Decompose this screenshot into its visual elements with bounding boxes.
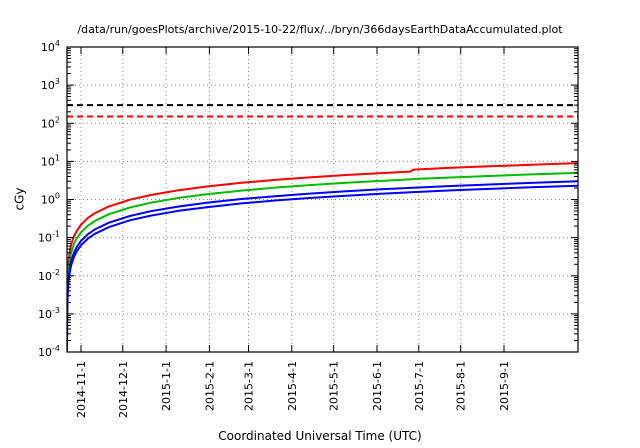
x-tick-label: 2015-5-1 xyxy=(328,361,341,411)
y-tick-label: 104 xyxy=(41,39,60,54)
x-tick-label: 2015-4-1 xyxy=(286,361,299,411)
x-tick-label: 2015-2-1 xyxy=(203,361,216,411)
curve-accumulated-green xyxy=(67,171,578,352)
grid xyxy=(67,47,578,352)
y-tick-label: 10-3 xyxy=(38,306,60,321)
y-axis-label: cGy xyxy=(12,187,27,211)
x-tick-label: 2015-1-1 xyxy=(160,361,173,411)
chart-title: /data/run/goesPlots/archive/2015-10-22/f… xyxy=(77,23,563,36)
threshold-lines xyxy=(67,104,578,118)
x-tick-label: 2015-3-1 xyxy=(243,361,256,411)
y-tick-label: 101 xyxy=(41,153,60,168)
y-tick-label: 10-2 xyxy=(38,268,60,283)
tick-marks xyxy=(67,46,578,353)
x-tick-labels: 2014-11-1 2014-12-1 2015-1-1 2015-2-1 2015-3… xyxy=(75,361,511,418)
x-tick-label: 2014-11-1 xyxy=(75,361,88,418)
x-axis-label: Coordinated Universal Time (UTC) xyxy=(218,429,422,443)
x-tick-label: 2015-9-1 xyxy=(498,361,511,411)
y-tick-label: 100 xyxy=(41,192,60,207)
y-tick-label: 10-4 xyxy=(38,344,60,359)
curves xyxy=(67,162,578,352)
x-tick-label: 2015-6-1 xyxy=(371,361,384,411)
x-tick-label: 2014-12-1 xyxy=(117,361,130,418)
x-tick-label: 2015-8-1 xyxy=(455,361,468,411)
y-tick-label: 10-1 xyxy=(38,230,60,245)
curve-accumulated-blue-upper xyxy=(67,180,578,352)
x-tick-label: 2015-7-1 xyxy=(413,361,426,411)
curve-accumulated-red xyxy=(67,162,578,351)
y-tick-labels: 10-4 10-3 10-2 10-1 100 101 102 103 104 xyxy=(38,39,60,359)
y-tick-label: 102 xyxy=(41,115,60,130)
y-tick-label: 103 xyxy=(41,77,60,92)
